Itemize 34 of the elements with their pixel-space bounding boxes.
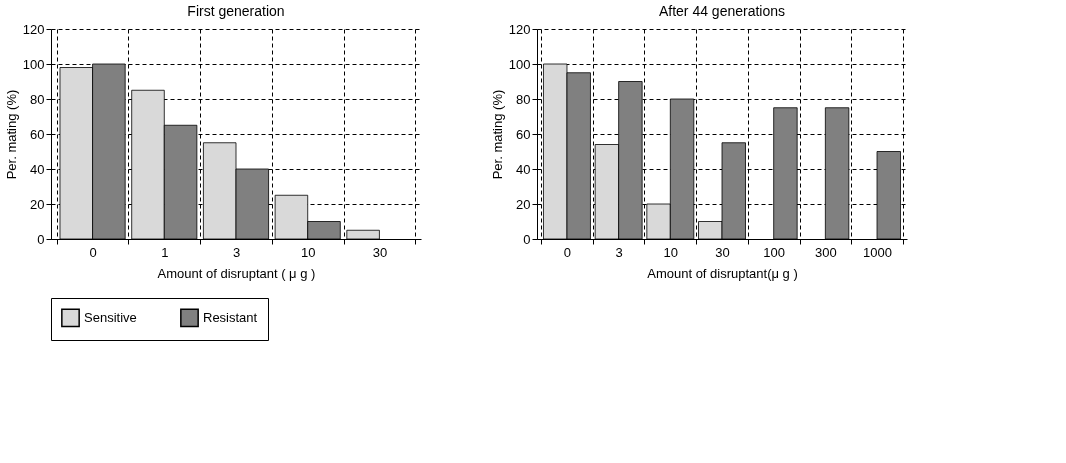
x-tick-label: 3 [232, 244, 241, 260]
legend-label: Resistant [203, 309, 258, 325]
x-axis-title: Amount of disruptant ( μ g ) [157, 265, 316, 281]
legend-label: Sensitive [84, 309, 137, 325]
x-tick-label: 0 [89, 244, 97, 260]
chart-title: First generation [187, 3, 285, 19]
y-axis-title: Per. mating (%) [489, 89, 505, 180]
x-axis-title: Amount of disruptant(μ g ) [647, 265, 798, 281]
y-tick-label: 120 [22, 21, 45, 37]
y-tick-label: 80 [516, 91, 531, 107]
x-tick-label: 10 [663, 244, 679, 260]
x-tick-label: 0 [563, 244, 572, 260]
x-tick-label: 30 [715, 244, 730, 260]
y-tick-label: 40 [30, 161, 45, 177]
y-tick-label: 120 [508, 21, 531, 37]
x-tick-label: 1 [161, 244, 169, 260]
y-tick-label: 100 [22, 56, 45, 72]
y-tick-label: 100 [508, 56, 531, 72]
x-tick-label: 1000 [863, 244, 892, 260]
y-axis-title: Per. mating (%) [3, 89, 19, 180]
chart-title: After 44 generations [658, 3, 786, 19]
y-tick-label: 0 [37, 231, 45, 247]
y-tick-label: 40 [516, 161, 531, 177]
x-tick-label: 30 [372, 244, 388, 260]
y-tick-label: 60 [516, 126, 531, 142]
x-tick-label: 300 [815, 244, 837, 260]
y-tick-label: 80 [30, 91, 45, 107]
y-tick-label: 20 [30, 196, 45, 212]
x-tick-label: 10 [300, 244, 316, 260]
x-tick-label: 100 [763, 244, 786, 260]
y-tick-label: 20 [516, 196, 531, 212]
y-tick-label: 60 [30, 126, 45, 142]
y-tick-label: 0 [523, 231, 531, 247]
x-tick-label: 3 [615, 244, 623, 260]
